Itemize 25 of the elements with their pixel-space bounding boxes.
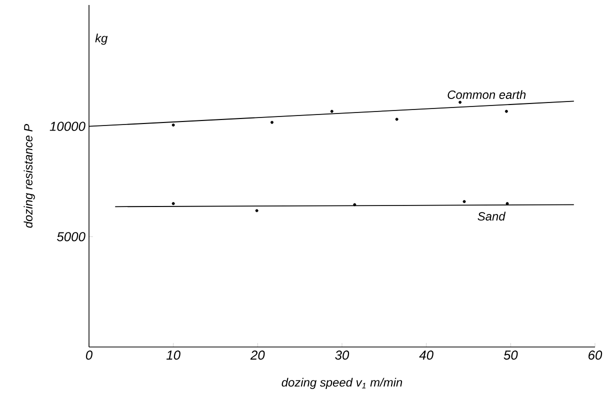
annotation: kg — [95, 34, 108, 45]
x-tick-label: 0 — [86, 350, 92, 360]
x-tick-label: 20 — [250, 350, 265, 360]
x-tick-label: 30 — [335, 350, 350, 360]
x-tick-label: 40 — [419, 350, 434, 360]
x-tick-label: 50 — [504, 350, 518, 360]
point — [255, 209, 258, 212]
point — [172, 202, 175, 206]
series-label: Sand — [478, 212, 506, 221]
point — [270, 120, 274, 124]
x-tick-label: 10 — [166, 350, 180, 360]
point — [504, 110, 508, 113]
x-axis-title: dozing speed v$_{1}$ m/min — [282, 378, 402, 390]
point — [506, 202, 509, 206]
point — [172, 124, 175, 127]
point — [330, 110, 334, 113]
y-axis-title: dozing resistance P — [24, 124, 35, 228]
point — [458, 100, 462, 104]
series-label: Common earth — [448, 90, 526, 99]
x-tick-label: 60 — [588, 350, 602, 360]
y-tick-label: 10000 — [50, 122, 86, 131]
point — [395, 118, 398, 121]
point — [462, 200, 466, 204]
y-tick-label: 5000 — [56, 232, 86, 242]
point — [353, 203, 356, 206]
